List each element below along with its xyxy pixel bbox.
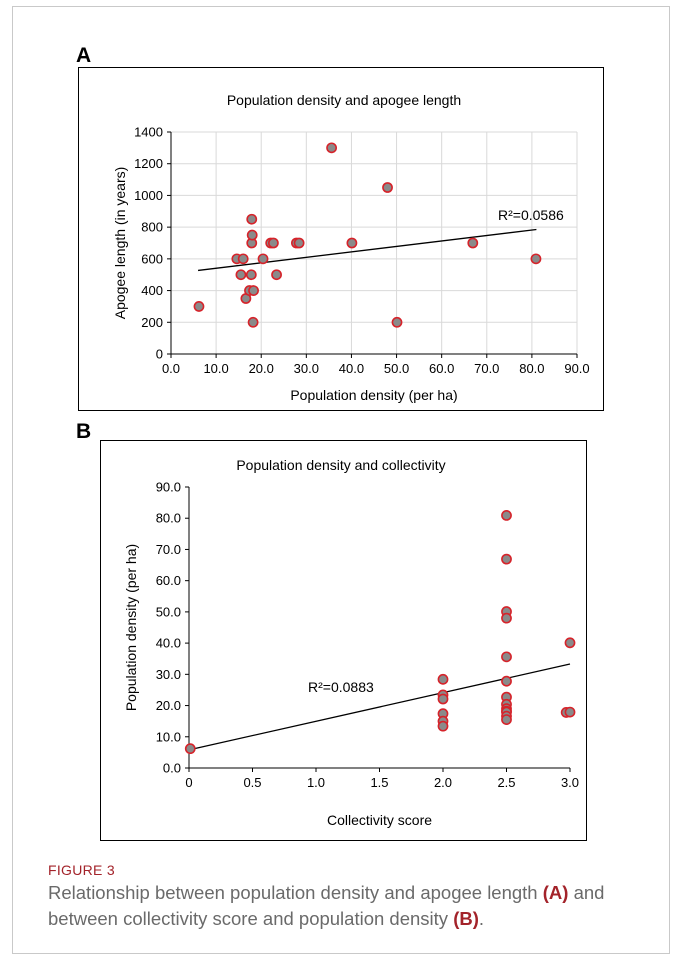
data-point	[564, 637, 576, 649]
y-axis-label: Apogee length (in years)	[112, 167, 128, 320]
caption-ref-a: (A)	[542, 882, 569, 903]
data-point	[501, 714, 512, 726]
r-squared-label: R²=0.0586	[498, 207, 564, 223]
y-tick-label: 0	[156, 347, 163, 362]
y-tick-label: 800	[141, 220, 163, 235]
data-point	[501, 553, 512, 565]
y-tick-label: 1400	[134, 125, 163, 140]
data-point	[437, 673, 449, 685]
y-tick-label: 30.0	[156, 667, 181, 682]
x-tick-label: 70.0	[474, 361, 499, 376]
data-point	[437, 693, 449, 705]
caption-part-2: and between collectivity score and popul…	[48, 882, 605, 929]
figure-caption: Relationship between population density …	[48, 880, 658, 932]
data-point	[246, 229, 258, 241]
data-point	[564, 706, 576, 718]
panel-a-letter: A	[76, 44, 92, 67]
data-point	[530, 253, 542, 265]
y-tick-label: 200	[141, 315, 163, 330]
x-tick-label: 30.0	[294, 361, 319, 376]
x-axis-label: Collectivity score	[327, 812, 432, 828]
y-tick-label: 40.0	[156, 636, 181, 651]
data-point	[467, 237, 479, 249]
data-point	[326, 142, 337, 154]
trendline	[188, 663, 571, 751]
y-tick-label: 10.0	[156, 729, 181, 744]
panel-b-box: Population density and collectivity 0.0 10…	[100, 440, 587, 841]
x-tick-label: 90.0	[564, 361, 589, 376]
chart-b: Population density and collectivity 0.0 10…	[123, 457, 579, 828]
y-tick-label: 80.0	[156, 511, 181, 526]
y-tick-label: 1200	[134, 156, 163, 171]
caption-part-1: Relationship between population density …	[48, 882, 543, 903]
data-point	[248, 285, 259, 296]
y-tick-label: 400	[141, 283, 163, 298]
data-point	[501, 510, 512, 521]
data-point	[235, 269, 247, 281]
r-squared-label: R²=0.0883	[308, 679, 374, 695]
data-point	[193, 301, 205, 312]
x-tick-label: 0.5	[243, 775, 261, 790]
x-axis-label: Population density (per ha)	[290, 387, 457, 403]
x-tick-label: 80.0	[519, 361, 544, 376]
data-point	[245, 269, 257, 281]
x-tick-label: 50.0	[384, 361, 409, 376]
data-point	[271, 269, 282, 281]
panel-b-letter: B	[76, 420, 92, 443]
y-axis-label: Population density (per ha)	[123, 544, 139, 711]
data-point	[246, 213, 258, 225]
x-tick-label: 1.0	[307, 775, 325, 790]
x-tick-label: 1.5	[370, 775, 388, 790]
data-point	[268, 237, 279, 249]
data-point	[501, 675, 512, 687]
y-tick-label: 1000	[134, 188, 163, 203]
y-tick-label: 50.0	[156, 604, 181, 619]
chart-a: Population density and apogee length 0 200…	[112, 92, 590, 403]
trendline	[197, 228, 537, 272]
data-point	[346, 237, 358, 249]
x-tick-label: 10.0	[203, 361, 228, 376]
x-tick-label: 3.0	[561, 775, 579, 790]
caption-part-3: .	[478, 908, 485, 929]
chart-title: Population density and collectivity	[236, 457, 445, 473]
data-point	[437, 720, 449, 732]
data-point	[237, 253, 249, 265]
x-tick-label: 0.0	[162, 361, 180, 376]
y-tick-label: 0.0	[163, 761, 181, 776]
data-point	[382, 182, 393, 193]
figure-label: FIGURE 3	[48, 862, 115, 878]
y-tick-label: 90.0	[156, 480, 181, 495]
y-tick-label: 20.0	[156, 698, 181, 713]
data-point	[293, 237, 305, 249]
y-tick-label: 70.0	[156, 542, 181, 557]
data-point	[247, 316, 259, 328]
caption-ref-b: (B)	[453, 908, 479, 929]
x-tick-label: 2.5	[497, 775, 515, 790]
data-point	[391, 316, 403, 328]
chart-title: Population density and apogee length	[227, 92, 461, 108]
y-tick-label: 60.0	[156, 573, 181, 588]
data-point	[501, 612, 512, 624]
data-point	[257, 253, 269, 265]
x-tick-label: 40.0	[339, 361, 364, 376]
data-point	[501, 651, 512, 663]
figure-frame	[12, 6, 670, 954]
x-tick-label: 20.0	[249, 361, 274, 376]
panel-a-box: Population density and apogee length 0 200…	[78, 67, 604, 411]
x-tick-label: 60.0	[429, 361, 454, 376]
data-point	[184, 743, 196, 755]
x-tick-label: 2.0	[434, 775, 452, 790]
x-tick-label: 0	[185, 775, 192, 790]
y-tick-label: 600	[141, 251, 163, 266]
